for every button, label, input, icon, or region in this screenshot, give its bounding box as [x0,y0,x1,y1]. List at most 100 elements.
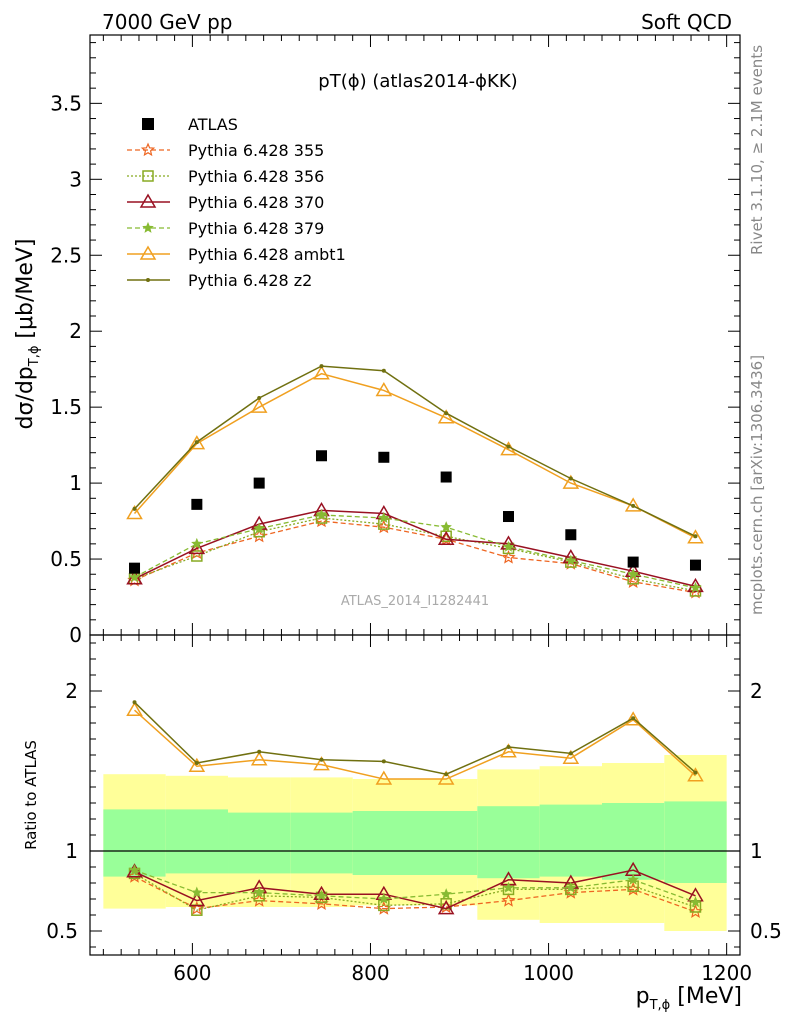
series-point-z2 [319,364,324,369]
ratio-point-z2 [631,716,636,721]
ratio-tick-label-right: 2 [750,679,763,703]
series-point-z2 [257,396,262,401]
series-point-ambt1 [562,474,580,489]
ratio-point-p379 [128,864,141,876]
ratio-point-z2 [194,761,199,765]
y-tick-label: 2 [69,319,82,343]
band-inner-7 [539,804,602,877]
series-point-p379 [253,522,265,534]
ratio-series [126,700,704,918]
atlas-point [129,562,141,574]
ratio-point-p379 [440,888,452,900]
band-inner-9 [664,801,727,883]
legend-marker-p370 [139,193,157,208]
legend-label-ambt1: Pythia 6.428 ambt1 [188,245,346,264]
series-point-z2 [631,503,636,508]
ratio-point-p370 [313,885,330,900]
band-inner-3 [290,812,353,874]
main-series [126,364,704,599]
ratio-point-p379 [191,886,203,898]
ratio-point-p355 [501,893,516,907]
legend-marker-p379 [142,221,154,233]
ratio-point-ambt1 [687,767,704,782]
ratio-point-p370 [437,900,455,915]
series-point-p379 [502,540,515,552]
ratio-line-p379 [134,869,696,903]
ratio-point-p379 [627,873,639,885]
ratio-point-z2 [444,772,449,777]
series-point-z2 [444,411,449,416]
header-right: Soft QCD [641,10,732,34]
ratio-point-p379 [564,881,577,893]
series-point-z2 [568,476,573,481]
ratio-line-p356 [134,872,696,911]
ratio-point-p379 [502,881,515,893]
y-tick-label: 0 [69,623,82,647]
ratio-line-ambt1 [133,709,697,780]
ratio-line-z2 [133,701,696,775]
ratio-point-z2 [319,757,324,762]
series-point-p379 [191,537,203,549]
legend-marker-ambt1 [139,245,157,260]
series-point-p355 [501,549,516,564]
ratio-point-z2 [381,759,386,764]
band-inner-8 [601,803,665,880]
x-tick-label: 1000 [523,961,574,985]
atlas-point [689,559,701,571]
x-tick-label: 800 [351,961,389,985]
ratio-point-z2 [506,745,511,749]
atlas-point [191,498,203,510]
series-point-p379 [627,568,639,580]
series-point-p379 [440,521,452,533]
atlas-point [502,511,514,523]
atlas-point [440,471,452,483]
series-point-z2 [506,444,511,449]
ratio-tick-label: 0.5 [46,919,78,943]
band-inner-6 [477,806,540,879]
series-point-p370 [188,539,206,555]
ratio-point-ambt1 [375,770,393,785]
ratio-point-ambt1 [126,701,143,716]
rivet-label: Rivet 3.1.10, ≥ 2.1M events [748,45,766,255]
band-inner-5 [415,811,478,875]
svg-text:dσ/dpT,ϕ [μb/MeV]: dσ/dpT,ϕ [μb/MeV] [13,238,42,429]
x-axis-label: pT,ϕ [MeV] [636,984,742,1013]
y-tick-label: 1 [69,471,82,495]
legend-label-p355: Pythia 6.428 355 [188,141,324,160]
x-tick-label: 1200 [701,961,752,985]
ratio-line-p370 [134,869,696,910]
series-line-p370 [134,509,696,588]
legend-marker-z2 [146,278,150,282]
legend-label-p356: Pythia 6.428 356 [188,167,324,186]
legend: ATLAS Pythia 6.428 355 Pythia 6.428 356 Pyt… [127,115,346,290]
ratio-point-z2 [257,749,262,754]
y-tick-label: 3.5 [50,91,82,115]
y-tick-label: 1.5 [50,395,82,419]
series-point-p370 [437,530,455,546]
legend-marker-p356 [142,170,154,182]
series-point-p356 [191,550,203,562]
atlas-point [378,451,390,463]
ratio-frame [89,634,741,956]
ratio-tick-label-right: 1 [750,839,763,863]
ratio-point-p379 [253,886,266,898]
legend-label-p379: Pythia 6.428 379 [188,219,324,238]
series-point-p379 [315,508,328,520]
series-point-p379 [128,571,141,583]
series-point-ambt1 [375,381,393,397]
ratio-line-p355 [134,876,696,913]
plot-title: pT(ϕ) (atlas2014-ϕKK) [318,71,517,92]
ratio-point-p379 [689,896,702,908]
atlas-point [253,477,265,489]
ratio-point-ambt1 [437,770,455,785]
ratio-point-z2 [132,700,137,705]
ratio-point-z2 [568,751,573,756]
series-point-p370 [687,577,704,593]
series-line-p379 [134,514,696,589]
ratio-point-ambt1 [624,711,642,726]
series-point-z2 [693,534,698,539]
ratio-point-ambt1 [313,756,330,771]
legend-label-p370: Pythia 6.428 370 [188,193,324,212]
series-line-p356 [134,517,696,592]
